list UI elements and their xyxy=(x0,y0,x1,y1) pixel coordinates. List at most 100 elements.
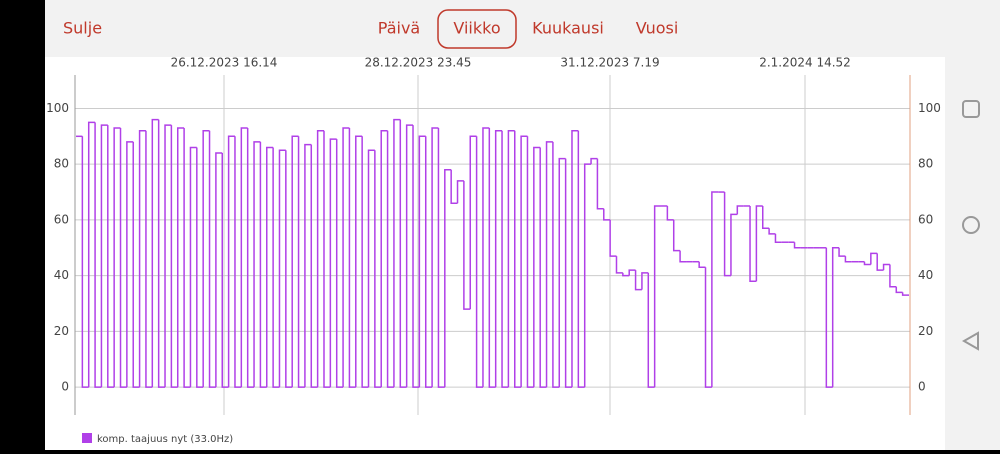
line-segment xyxy=(755,205,763,282)
line-segment xyxy=(176,127,185,388)
line-segment xyxy=(571,129,579,388)
tab[interactable]: Kuukausi xyxy=(532,19,604,38)
line-segment xyxy=(882,263,890,271)
line-segment xyxy=(246,127,255,388)
line-segment xyxy=(405,124,414,388)
recent-button[interactable] xyxy=(962,100,980,118)
legend-swatch xyxy=(82,433,92,443)
line-segment xyxy=(711,191,719,388)
line-segment xyxy=(367,149,375,388)
line-segment xyxy=(526,136,534,388)
line-segment xyxy=(774,233,782,243)
line-segment xyxy=(113,127,121,388)
line-segment xyxy=(494,129,503,388)
line-segment xyxy=(545,141,553,388)
home-button[interactable] xyxy=(962,216,980,234)
line-segment xyxy=(558,157,566,388)
line-segment xyxy=(456,180,464,204)
line-segment xyxy=(768,228,776,235)
active-tab-frame xyxy=(437,9,517,49)
line-segment xyxy=(424,136,433,388)
line-segment xyxy=(138,129,146,388)
y-tick-label: 80 xyxy=(54,157,69,171)
line-segment xyxy=(208,130,216,388)
line-segment xyxy=(482,127,490,388)
y-tick-label: 100 xyxy=(46,101,69,115)
line-segment xyxy=(297,136,305,388)
line-segment xyxy=(374,150,382,388)
line-segment xyxy=(278,149,286,388)
line-segment xyxy=(342,127,350,388)
line-segment xyxy=(240,127,248,388)
line-segment xyxy=(514,130,522,388)
line-segment xyxy=(876,253,884,271)
line-segment xyxy=(698,261,706,269)
back-button[interactable] xyxy=(961,331,979,351)
line-segment xyxy=(469,135,477,310)
line-segment xyxy=(227,135,235,388)
line-segment xyxy=(647,272,655,388)
line-segment xyxy=(552,141,560,388)
line-segment xyxy=(272,147,280,388)
y-tick-label: 0 xyxy=(61,380,69,394)
line-segment xyxy=(564,158,572,388)
line-segment xyxy=(259,141,267,388)
line-segment xyxy=(679,250,687,263)
line-segment xyxy=(863,261,871,266)
line-segment xyxy=(361,136,369,388)
line-segment xyxy=(380,129,388,388)
line-segment xyxy=(577,130,585,388)
line-segment xyxy=(81,136,89,388)
line-segment xyxy=(94,122,102,388)
line-segment xyxy=(157,119,166,388)
line-segment xyxy=(119,127,127,388)
line-segment xyxy=(450,169,458,204)
line-segment xyxy=(170,125,178,388)
line-segment xyxy=(348,127,356,388)
line-segment xyxy=(183,127,191,388)
close-button[interactable]: Sulje xyxy=(63,19,102,38)
line-segment xyxy=(107,125,115,388)
line-segment xyxy=(672,219,681,252)
line-segment xyxy=(196,147,204,388)
line-segment xyxy=(844,256,852,263)
line-segment xyxy=(901,292,909,296)
x-tick-label: 2.1.2024 14.52 xyxy=(759,56,851,70)
line-segment xyxy=(323,130,331,388)
line-segment xyxy=(704,267,712,388)
y2-tick-label: 40 xyxy=(918,268,933,282)
line-segment xyxy=(653,205,662,388)
tab[interactable]: Vuosi xyxy=(636,19,679,38)
y-tick-label: 60 xyxy=(54,212,69,226)
line-segment xyxy=(831,247,840,388)
line-segment xyxy=(583,163,592,388)
line-segment xyxy=(507,129,515,388)
line-segment xyxy=(418,135,426,388)
line-segment xyxy=(463,180,471,310)
line-segment xyxy=(590,157,598,165)
line-segment xyxy=(151,118,159,388)
line-segment xyxy=(749,205,757,282)
line-segment xyxy=(615,256,623,274)
line-segment xyxy=(870,252,878,265)
line-segment xyxy=(634,270,642,291)
line-segment xyxy=(838,247,846,257)
line-segment xyxy=(100,124,108,388)
line-segment xyxy=(132,141,140,388)
line-segment xyxy=(539,147,547,388)
tab[interactable]: Päivä xyxy=(378,19,420,38)
line-segment xyxy=(266,146,274,388)
y-tick-label: 40 xyxy=(54,268,69,282)
line-segment xyxy=(622,272,630,277)
line-segment xyxy=(736,205,744,215)
line-segment xyxy=(889,264,897,288)
line-segment xyxy=(87,121,96,388)
tab[interactable]: Viikko xyxy=(453,19,500,38)
line-segment xyxy=(253,141,261,388)
line-segment xyxy=(609,219,617,257)
line-segment xyxy=(335,139,344,388)
nav-icons xyxy=(961,100,980,351)
line-segment xyxy=(399,119,407,388)
